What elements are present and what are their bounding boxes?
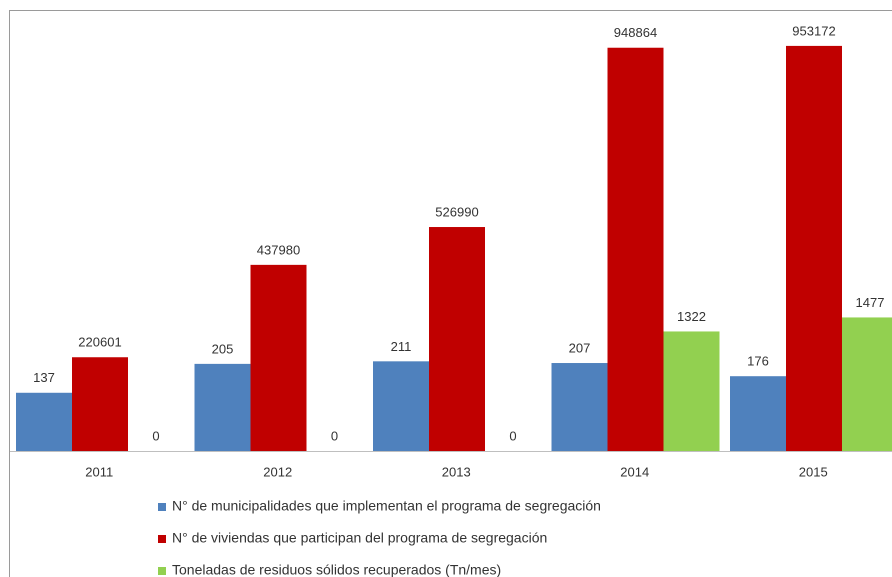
bar <box>663 331 720 451</box>
bar <box>194 363 251 451</box>
data-label: 176 <box>747 354 769 369</box>
legend-swatch <box>158 567 166 575</box>
data-label: 437980 <box>257 242 300 257</box>
bar <box>607 47 664 452</box>
legend-swatch <box>158 503 166 511</box>
x-tick-label: 2014 <box>620 464 649 479</box>
data-label: 0 <box>152 428 159 443</box>
bar <box>72 357 128 451</box>
bar <box>429 227 485 451</box>
bar <box>250 264 307 451</box>
x-tick-label: 2011 <box>85 464 113 479</box>
legend-label: N° de municipalidades que implementan el… <box>172 498 601 514</box>
x-tick-label: 2013 <box>442 464 471 479</box>
data-label: 137 <box>33 370 55 385</box>
bar <box>16 392 72 451</box>
data-label: 526990 <box>435 204 478 219</box>
data-label: 0 <box>331 428 338 443</box>
data-label: 1322 <box>677 309 706 324</box>
data-label: 953172 <box>792 23 835 38</box>
legend-label: Toneladas de residuos sólidos recuperado… <box>172 562 501 577</box>
bar <box>786 45 842 451</box>
data-label: 205 <box>212 341 234 356</box>
data-label: 0 <box>509 428 516 443</box>
bar <box>551 363 608 451</box>
data-label: 207 <box>569 340 591 355</box>
data-label: 1477 <box>856 295 885 310</box>
bar <box>373 361 429 451</box>
legend-label: N° de viviendas que participan del progr… <box>172 530 547 546</box>
data-label: 211 <box>391 339 412 354</box>
data-label: 948864 <box>614 25 657 40</box>
legend-swatch <box>158 535 166 543</box>
bar <box>730 376 786 451</box>
bar <box>842 317 892 451</box>
x-tick-label: 2015 <box>799 464 828 479</box>
data-label: 220601 <box>78 335 121 350</box>
x-tick-label: 2012 <box>263 464 292 479</box>
